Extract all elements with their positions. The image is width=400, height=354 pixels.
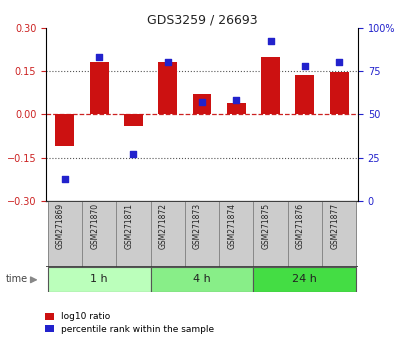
Text: 1 h: 1 h <box>90 274 108 284</box>
Text: time: time <box>6 274 28 284</box>
Bar <box>322 201 356 267</box>
Text: GSM271876: GSM271876 <box>296 203 305 249</box>
Point <box>302 63 308 69</box>
Text: GSM271877: GSM271877 <box>330 203 339 249</box>
Text: GSM271872: GSM271872 <box>159 203 168 249</box>
Bar <box>90 62 108 114</box>
Text: GSM271869: GSM271869 <box>56 203 65 249</box>
Text: GSM271875: GSM271875 <box>262 203 270 249</box>
Bar <box>219 201 254 267</box>
Point <box>130 152 137 157</box>
Bar <box>296 75 314 114</box>
Point <box>62 176 68 181</box>
Bar <box>150 267 254 292</box>
Text: GSM271871: GSM271871 <box>124 203 134 249</box>
Point <box>233 98 240 103</box>
Bar <box>150 201 185 267</box>
Bar <box>48 201 82 267</box>
Point <box>336 59 342 65</box>
Point <box>199 99 205 105</box>
Bar <box>185 201 219 267</box>
Title: GDS3259 / 26693: GDS3259 / 26693 <box>147 13 257 27</box>
Legend: log10 ratio, percentile rank within the sample: log10 ratio, percentile rank within the … <box>44 312 214 334</box>
Bar <box>192 94 212 114</box>
Bar <box>288 201 322 267</box>
Bar <box>254 201 288 267</box>
Point <box>267 39 274 44</box>
Text: 4 h: 4 h <box>193 274 211 284</box>
Point <box>164 59 171 65</box>
Text: GSM271873: GSM271873 <box>193 203 202 249</box>
Bar <box>254 267 356 292</box>
Text: GSM271874: GSM271874 <box>227 203 236 249</box>
Bar <box>82 201 116 267</box>
Bar <box>227 103 246 114</box>
Bar <box>124 114 143 126</box>
Point <box>96 54 102 60</box>
Bar <box>116 201 150 267</box>
Bar <box>330 73 348 114</box>
Bar <box>48 267 150 292</box>
Bar <box>158 62 177 114</box>
Text: 24 h: 24 h <box>292 274 317 284</box>
Bar <box>261 57 280 114</box>
Bar <box>56 114 74 146</box>
Text: GSM271870: GSM271870 <box>90 203 99 249</box>
